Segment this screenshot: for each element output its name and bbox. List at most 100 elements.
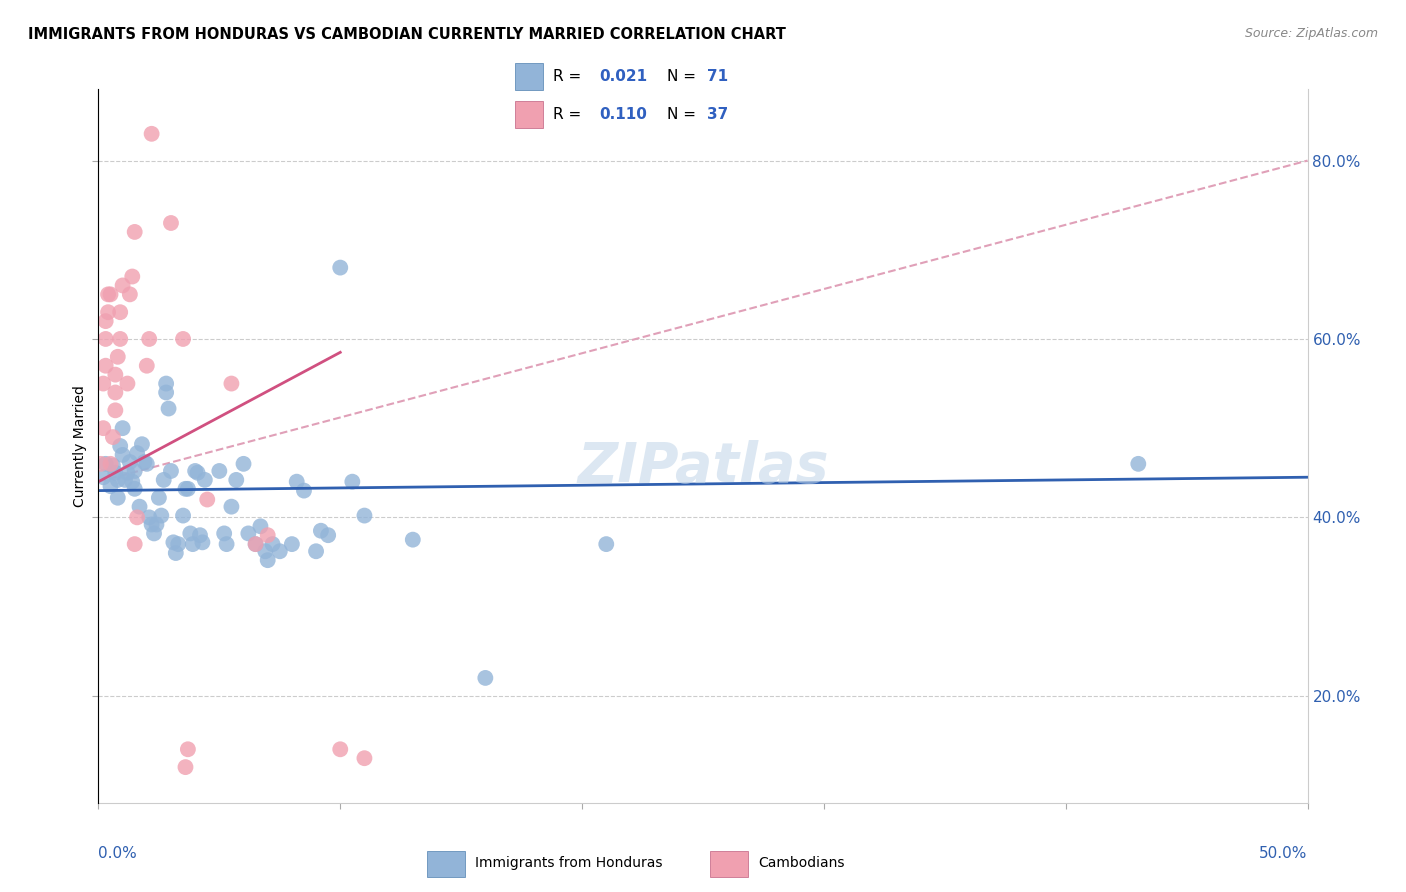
Point [124,225,146,239]
Point [160,216,183,230]
Text: 71: 71 [707,69,728,84]
Point [148,491,170,505]
Point [212,526,235,541]
Point [101,458,124,473]
Point [269,544,291,558]
Point [94,332,117,346]
Point [141,127,163,141]
Point [1128,457,1150,471]
Point [305,544,328,558]
Point [181,537,204,551]
Point [135,457,157,471]
Point [134,455,156,469]
Point [179,526,201,541]
Point [595,537,617,551]
Point [238,526,260,541]
Point [101,430,124,444]
Y-axis label: Currently Married: Currently Married [73,385,87,507]
Point [94,457,117,471]
FancyBboxPatch shape [427,851,464,877]
Point [329,742,352,756]
Point [174,482,197,496]
Point [160,464,183,478]
Point [128,500,150,514]
Point [221,500,243,514]
Point [94,359,117,373]
FancyBboxPatch shape [516,62,543,90]
Text: 0.0%: 0.0% [98,846,138,861]
Point [152,473,174,487]
Point [107,350,129,364]
Text: R =: R = [553,69,586,84]
Point [165,546,187,560]
Point [474,671,496,685]
Point [191,535,214,549]
Point [111,448,134,462]
Text: Immigrants from Honduras: Immigrants from Honduras [475,856,662,870]
Point [262,537,284,551]
Point [167,537,190,551]
Point [121,269,143,284]
Point [157,401,180,416]
FancyBboxPatch shape [710,851,748,877]
Point [124,464,146,478]
Point [131,437,153,451]
Point [104,385,127,400]
Point [117,466,139,480]
Point [145,517,167,532]
Point [329,260,352,275]
Point [177,742,200,756]
Point [118,287,141,301]
Text: 37: 37 [707,107,728,122]
Point [97,287,120,301]
Text: N =: N = [666,69,700,84]
Point [292,483,315,498]
Point [249,519,271,533]
Text: N =: N = [666,107,700,122]
Point [91,376,114,391]
Point [225,473,247,487]
Point [254,544,277,558]
Point [117,376,139,391]
Point [108,439,131,453]
Text: 0.110: 0.110 [599,107,647,122]
Point [316,528,339,542]
Point [402,533,425,547]
Point [104,403,127,417]
Point [353,508,375,523]
Point [124,537,146,551]
Text: R =: R = [553,107,586,122]
Point [172,332,194,346]
Point [104,466,127,480]
Point [195,492,218,507]
Point [94,314,117,328]
Point [108,305,131,319]
Point [353,751,375,765]
Point [100,479,122,493]
Point [256,528,278,542]
Point [100,287,122,301]
Point [162,535,184,549]
Point [184,464,207,478]
Point [177,482,200,496]
Point [281,537,304,551]
Text: Source: ZipAtlas.com: Source: ZipAtlas.com [1244,27,1378,40]
Point [172,508,194,523]
Point [155,376,177,391]
Point [121,475,143,489]
Point [97,305,120,319]
Point [188,528,211,542]
Text: Cambodians: Cambodians [758,856,845,870]
Point [187,466,209,480]
Text: ZIPatlas: ZIPatlas [578,441,828,494]
Point [194,473,217,487]
Text: 50.0%: 50.0% [1260,846,1308,861]
Point [232,457,254,471]
Point [127,510,149,524]
Point [108,332,131,346]
Point [256,553,278,567]
Point [174,760,197,774]
Point [138,510,160,524]
Point [114,473,136,487]
Point [221,376,243,391]
